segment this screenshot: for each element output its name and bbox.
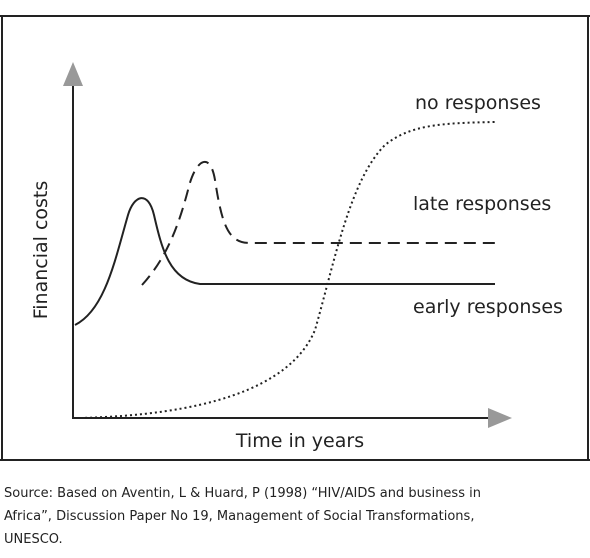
no-curve: [79, 121, 496, 419]
frame: [0, 15, 590, 461]
x-axis-label: Time in years: [235, 430, 364, 452]
curves: [74, 121, 496, 419]
source-line: Source: Based on Aventin, L & Huard, P (…: [4, 486, 481, 501]
source-line: Africa”, Discussion Paper No 19, Managem…: [4, 509, 474, 524]
curve-label: early responses: [413, 296, 563, 318]
axes: [63, 62, 512, 428]
source-line: UNESCO.: [4, 532, 63, 547]
y-axis-label: Financial costs: [30, 181, 52, 320]
late-curve: [141, 160, 495, 286]
early-curve: [74, 197, 495, 326]
x-arrow: [488, 408, 512, 428]
y-arrow: [63, 62, 83, 86]
curve-label: late responses: [413, 193, 551, 215]
curve-label: no responses: [415, 92, 541, 114]
